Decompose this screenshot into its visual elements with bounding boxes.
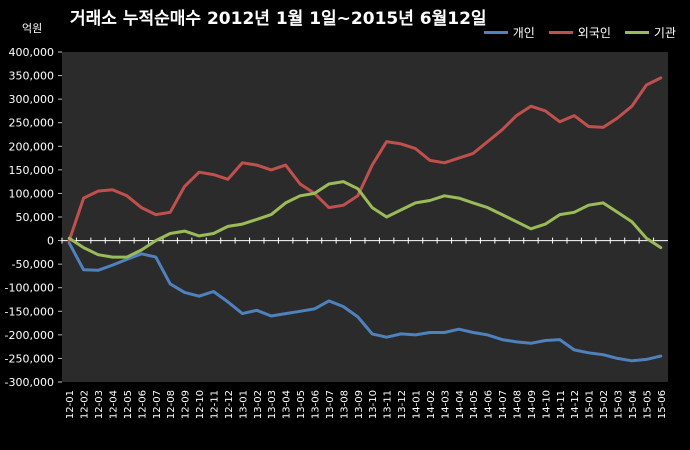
legend-item-institution: 기관: [624, 24, 676, 41]
x-tick-label: 13-09: [354, 390, 365, 419]
y-axis-unit-label: 억원: [22, 22, 43, 35]
y-axis: 400,000 350,000 300,000 250,000 200,000 150,0…: [5, 46, 62, 389]
legend-label-foreign: 외국인: [577, 26, 611, 40]
legend-label-individual: 개인: [512, 26, 535, 40]
x-tick-label: 14-06: [484, 390, 495, 419]
x-tick-label: 12-04: [109, 390, 120, 419]
y-tick-label: 50,000: [16, 211, 55, 224]
x-tick-label: 14-03: [440, 390, 451, 419]
x-tick-label: 14-09: [527, 390, 538, 419]
legend-item-individual: 개인: [483, 24, 535, 41]
legend-item-foreign: 외국인: [548, 24, 611, 41]
legend-label-institution: 기관: [653, 26, 676, 40]
x-tick-label: 15-01: [585, 390, 596, 419]
x-tick-label: 12-02: [80, 390, 91, 419]
x-tick-label: 12-12: [224, 390, 235, 419]
y-tick-label: 200,000: [9, 140, 55, 153]
plot-area: [62, 52, 668, 382]
x-tick-label: 15-03: [614, 390, 625, 419]
x-tick-label: 14-02: [426, 390, 437, 419]
x-tick-label: 15-04: [628, 390, 639, 419]
x-tick-label: 14-12: [570, 390, 581, 419]
x-tick-label: 12-01: [65, 390, 76, 419]
x-tick-label: 12-03: [94, 390, 105, 419]
series-line-individual: [67, 241, 663, 363]
y-tick-label: 400,000: [9, 46, 55, 59]
x-tick-label: 13-10: [368, 390, 379, 419]
y-tick-label: 0: [47, 235, 54, 248]
x-tick-label: 12-07: [152, 390, 163, 419]
legend-swatch-institution: [624, 31, 649, 34]
x-tick-label: 13-04: [282, 390, 293, 419]
x-tick-label: 12-08: [166, 390, 177, 419]
x-tick-label: 13-01: [238, 390, 249, 419]
x-axis: 12-01 12-02 12-03 12-04 12-05 12-06 12-07 12-08…: [61, 237, 668, 419]
x-tick-label: 15-02: [599, 390, 610, 419]
x-tick-label: 13-07: [325, 390, 336, 419]
x-tick-label: 15-05: [642, 390, 653, 419]
x-tick-label: 15-06: [657, 390, 668, 419]
y-tick-label: 300,000: [9, 93, 55, 106]
x-tick-label: 13-02: [253, 390, 264, 419]
y-tick-label: -50,000: [12, 258, 54, 271]
legend-swatch-foreign: [548, 31, 573, 34]
x-tick-label: 13-08: [339, 390, 350, 419]
x-tick-label: 14-11: [556, 390, 567, 419]
x-tick-label: 12-09: [181, 390, 192, 419]
y-tick-label: 150,000: [9, 164, 55, 177]
y-tick-label: -150,000: [5, 305, 54, 318]
y-tick-label: -200,000: [5, 329, 54, 342]
x-tick-label: 14-07: [498, 390, 509, 419]
x-tick-label: 13-06: [311, 390, 322, 419]
series-line-institution: [67, 180, 663, 259]
y-tick-label: -100,000: [5, 282, 54, 295]
legend-swatch-individual: [483, 31, 508, 34]
x-tick-label: 13-11: [383, 390, 394, 419]
x-tick-label: 14-10: [541, 390, 552, 419]
x-tick-label: 13-12: [397, 390, 408, 419]
y-tick-label: 350,000: [9, 70, 55, 83]
x-tick-label: 12-10: [195, 390, 206, 419]
x-tick-label: 13-05: [296, 390, 307, 419]
x-tick-label: 14-05: [469, 390, 480, 419]
series-layer: [67, 76, 663, 363]
y-tick-label: -250,000: [5, 352, 54, 365]
legend: 개인 외국인 기관: [483, 24, 676, 41]
chart-title: 거래소 누적순매수 2012년 1월 1일~2015년 6월12일: [70, 9, 487, 29]
x-tick-label: 14-01: [412, 390, 423, 419]
x-tick-label: 14-08: [513, 390, 524, 419]
series-line-foreign: [67, 76, 663, 243]
y-tick-label: -300,000: [5, 376, 54, 389]
x-tick-label: 13-03: [267, 390, 278, 419]
y-tick-label: 250,000: [9, 117, 55, 130]
x-tick-label: 12-05: [123, 390, 134, 419]
x-tick-label: 12-06: [137, 390, 148, 419]
y-tick-label: 100,000: [9, 187, 55, 200]
x-tick-label: 14-04: [455, 390, 466, 419]
x-tick-label: 12-11: [210, 390, 221, 419]
